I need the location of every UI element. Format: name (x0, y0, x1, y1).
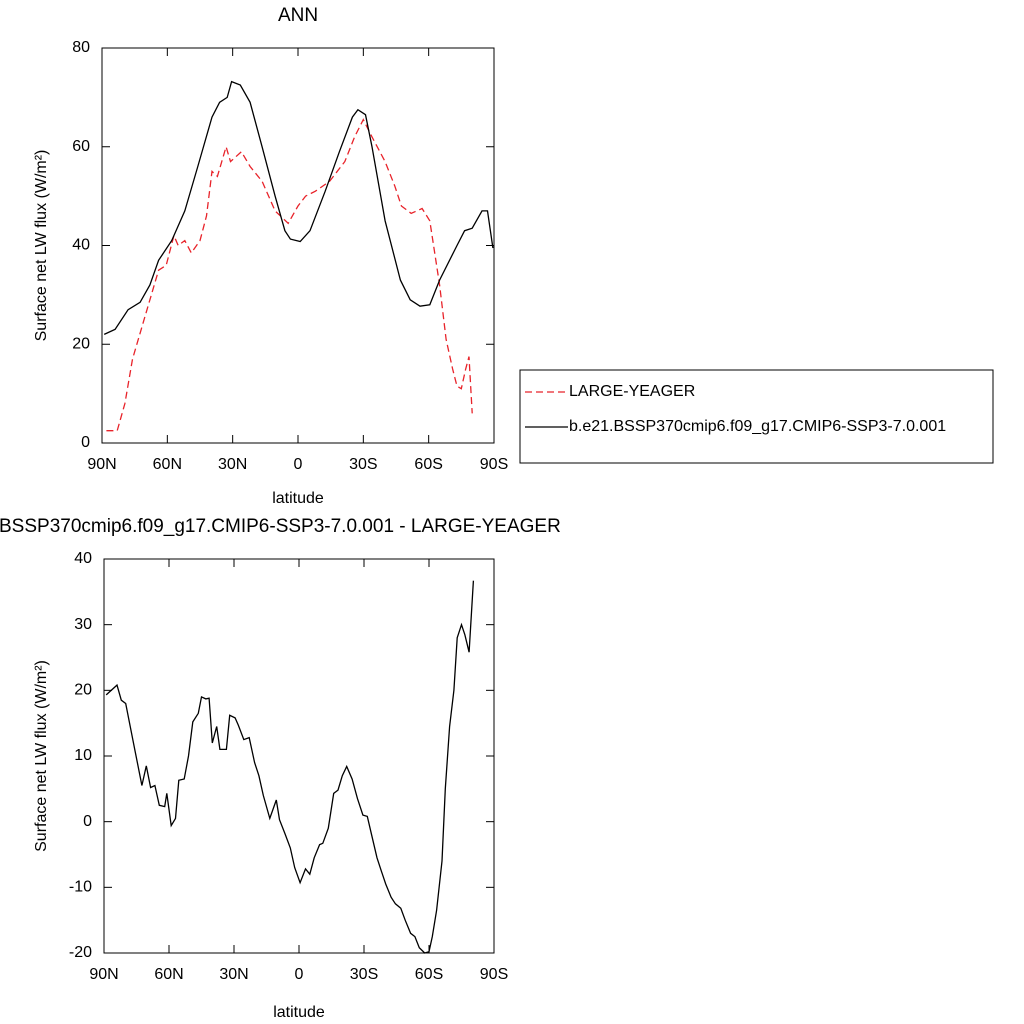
x-tick-label: 90S (480, 966, 508, 983)
plot-frame (103, 558, 495, 954)
x-tick-label: 0 (294, 456, 303, 473)
chart-title: BSSP370cmip6.f09_g17.CMIP6-SSP3-7.0.001 … (0, 516, 561, 537)
x-tick-label: 90N (87, 456, 116, 473)
plot-frame (101, 47, 495, 444)
y-tick-label: 40 (74, 550, 92, 567)
legend-box (519, 369, 994, 464)
x-tick-label: 90N (89, 966, 118, 983)
y-tick-label: 40 (72, 237, 90, 254)
x-tick-label: 60S (414, 456, 442, 473)
x-tick-label: 90S (480, 456, 508, 473)
legend: LARGE-YEAGER b.e21.BSSP370cmip6.f09_g17.C… (519, 369, 994, 464)
data-line (103, 80, 494, 335)
chart-title: ANN (278, 5, 318, 26)
x-tick-label: 30S (349, 456, 377, 473)
x-axis-label: latitude (273, 1004, 325, 1021)
legend-label: b.e21.BSSP370cmip6.f09_g17.CMIP6-SSP3-7.… (569, 418, 946, 435)
x-tick-label: 60N (154, 966, 183, 983)
y-tick-label: -20 (69, 944, 92, 961)
y-tick-label: -10 (69, 879, 92, 896)
x-tick-label: 30N (219, 966, 248, 983)
data-line (106, 118, 473, 432)
x-tick-label: 30S (350, 966, 378, 983)
x-tick-label: 60S (415, 966, 443, 983)
y-axis-label: Surface net LW flux (W/m²) (33, 660, 50, 852)
y-axis-label: Surface net LW flux (W/m²) (33, 150, 50, 342)
x-tick-label: 0 (295, 966, 304, 983)
y-tick-label: 60 (72, 138, 90, 155)
y-tick-label: 20 (74, 682, 92, 699)
y-tick-label: 30 (74, 616, 92, 633)
x-tick-label: 30N (218, 456, 247, 473)
y-tick-label: 0 (81, 434, 90, 451)
y-tick-label: 10 (74, 747, 92, 764)
x-tick-label: 60N (153, 456, 182, 473)
data-line (105, 580, 475, 954)
y-tick-label: 0 (83, 813, 92, 830)
legend-label: LARGE-YEAGER (569, 383, 695, 400)
y-tick-label: 80 (72, 39, 90, 56)
x-axis-label: latitude (272, 490, 324, 507)
y-tick-label: 20 (72, 335, 90, 352)
